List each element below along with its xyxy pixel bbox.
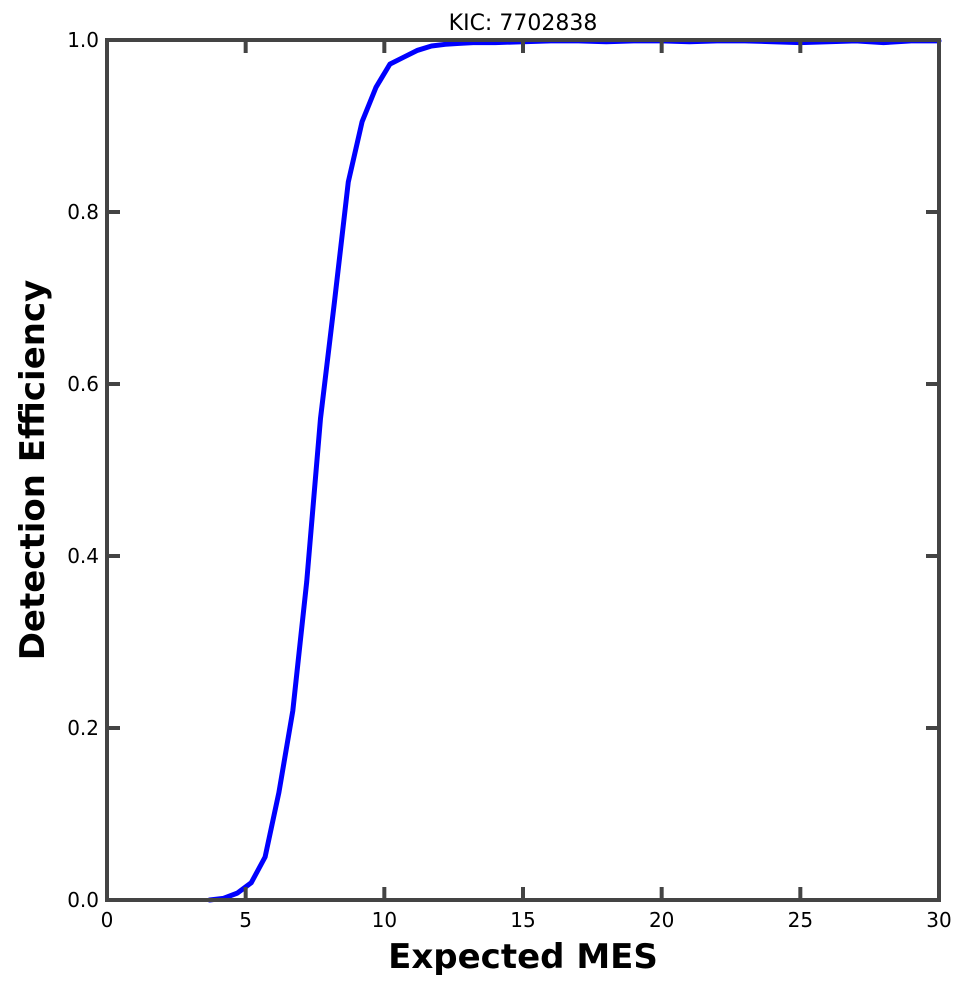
series-line-0 [207, 38, 942, 903]
x-tick-label: 25 [788, 908, 813, 932]
y-tick-label: 0.4 [67, 544, 99, 568]
data-layer [207, 38, 942, 903]
y-tick-label: 0.2 [67, 716, 99, 740]
y-tick-label: 0.0 [67, 888, 99, 912]
y-tick-label: 0.6 [67, 372, 99, 396]
x-tick-label: 10 [372, 908, 397, 932]
x-tick-label: 5 [239, 908, 252, 932]
tick-marks [105, 38, 941, 902]
chart-title: KIC: 7702838 [449, 11, 598, 36]
x-tick-label: 30 [926, 908, 951, 932]
x-tick-label: 15 [510, 908, 535, 932]
x-tick-label: 20 [649, 908, 674, 932]
y-tick-label: 1.0 [67, 28, 99, 52]
tick-labels: 0 5 10 15 20 25 30 0.0 0.2 0.4 0.6 0.8 1.0 [67, 28, 952, 932]
x-tick-label: 0 [101, 908, 114, 932]
y-tick-label: 0.8 [67, 200, 99, 224]
y-axis-title: Detection Efficiency [13, 280, 53, 661]
plot-frame [105, 38, 941, 902]
x-axis-title: Expected MES [388, 937, 658, 977]
